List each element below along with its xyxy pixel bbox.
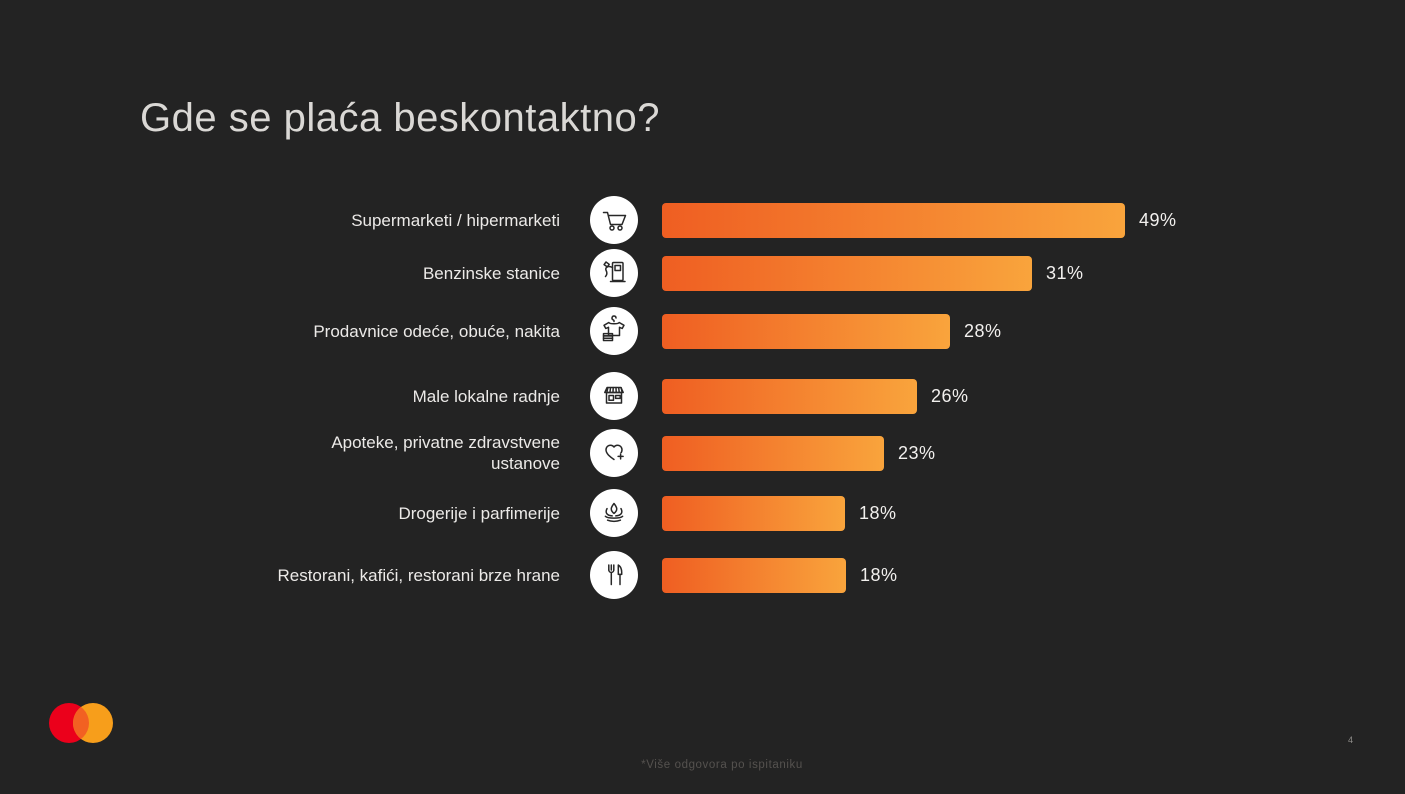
logo-overlap bbox=[73, 703, 89, 743]
row-label-column: Male lokalne radnje bbox=[0, 386, 560, 407]
chart-row: Drogerije i parfimerije 18% bbox=[0, 489, 1405, 537]
bar bbox=[662, 202, 1125, 238]
fuel-pump-icon bbox=[590, 249, 638, 297]
value-label: 23% bbox=[898, 442, 936, 463]
storefront-icon bbox=[590, 372, 638, 420]
chart-row: Supermarketi / hipermarketi 49% bbox=[0, 196, 1405, 244]
bar bbox=[662, 557, 846, 593]
value-label: 18% bbox=[859, 502, 897, 523]
row-label: Benzinske stanice bbox=[422, 263, 560, 283]
value-label: 28% bbox=[964, 320, 1002, 341]
chart-row: Benzinske stanice 31% bbox=[0, 249, 1405, 297]
bar bbox=[662, 378, 917, 414]
footnote: *Više odgovora po ispitaniku bbox=[641, 759, 803, 771]
row-label-column: Prodavnice odeće, obuće, nakita bbox=[0, 321, 560, 342]
shopping-cart-icon bbox=[590, 196, 638, 244]
fork-knife-icon bbox=[590, 551, 638, 599]
chart-row: Prodavnice odeće, obuće, nakita 28% bbox=[0, 307, 1405, 355]
row-label: Male lokalne radnje bbox=[412, 386, 560, 406]
heart-plus-icon bbox=[590, 429, 638, 477]
row-label-column: Drogerije i parfimerije bbox=[0, 503, 560, 524]
slide-title: Gde se plaća beskontaktno? bbox=[140, 96, 661, 140]
row-label-column: Benzinske stanice bbox=[0, 263, 560, 284]
bar bbox=[662, 495, 845, 531]
row-label-column: Supermarketi / hipermarketi bbox=[0, 210, 560, 231]
bar bbox=[662, 255, 1032, 291]
chart-row: Male lokalne radnje 26% bbox=[0, 372, 1405, 420]
row-label: Restorani, kafići, restorani brze hrane bbox=[277, 565, 560, 585]
bar bbox=[662, 313, 950, 349]
row-label-column: Apoteke, privatne zdravstvene ustanove bbox=[0, 432, 560, 474]
row-label-column: Restorani, kafići, restorani brze hrane bbox=[0, 565, 560, 586]
value-label: 18% bbox=[860, 564, 898, 585]
value-label: 49% bbox=[1139, 209, 1177, 230]
page-number: 4 bbox=[1348, 735, 1354, 745]
chart-row: Restorani, kafići, restorani brze hrane … bbox=[0, 551, 1405, 599]
lotus-icon bbox=[590, 489, 638, 537]
value-label: 31% bbox=[1046, 262, 1084, 283]
row-label: Drogerije i parfimerije bbox=[398, 503, 560, 523]
bar bbox=[662, 435, 884, 471]
mastercard-logo bbox=[49, 703, 113, 743]
value-label: 26% bbox=[931, 385, 969, 406]
row-label: Apoteke, privatne zdravstvene ustanove bbox=[331, 433, 560, 473]
row-label: Supermarketi / hipermarketi bbox=[351, 210, 560, 230]
chart-row: Apoteke, privatne zdravstvene ustanove 2… bbox=[0, 429, 1405, 477]
clothing-icon bbox=[590, 307, 638, 355]
row-label: Prodavnice odeće, obuće, nakita bbox=[313, 321, 560, 341]
